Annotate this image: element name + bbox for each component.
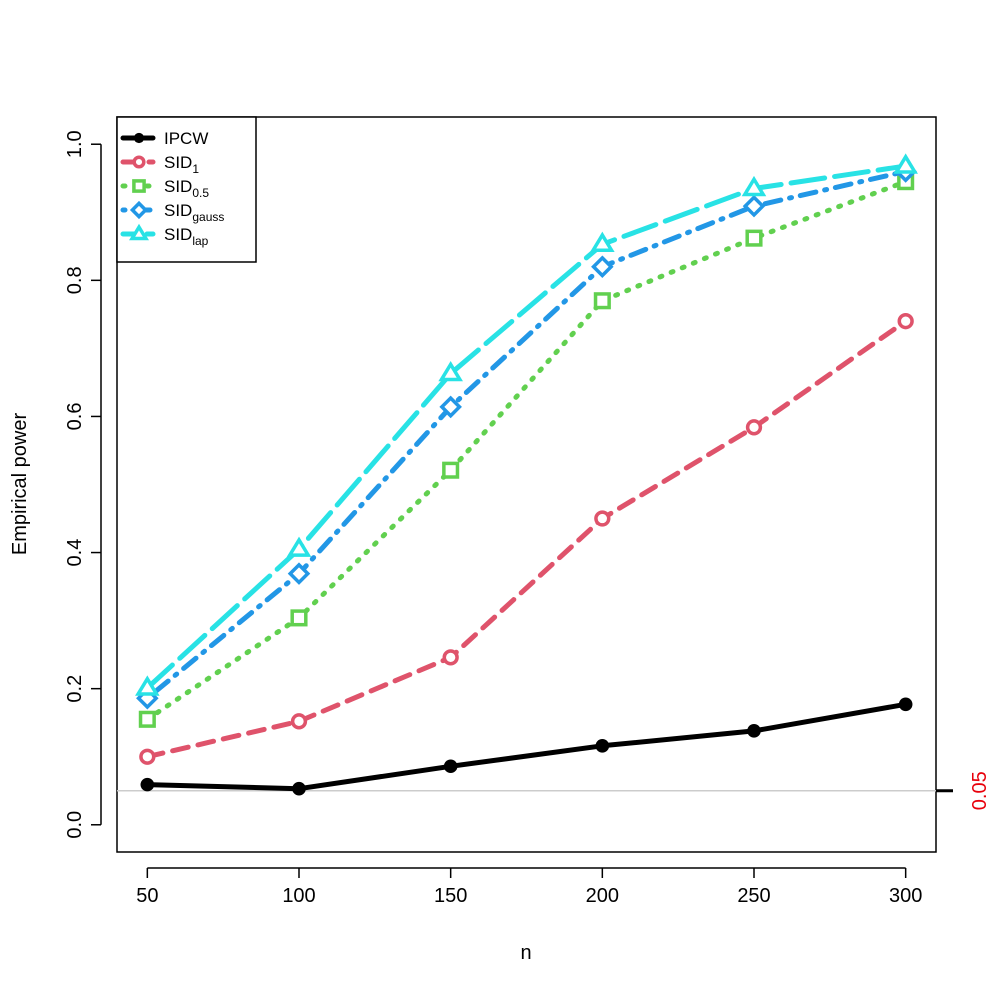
data-point <box>747 724 761 738</box>
legend-label: SIDgauss <box>164 201 224 224</box>
legend-label: SID0.5 <box>164 177 209 200</box>
legend-marker <box>133 132 145 144</box>
data-point <box>286 536 312 557</box>
x-tick-label: 250 <box>737 885 770 907</box>
legend-label: SID1 <box>164 153 199 176</box>
x-tick-label: 150 <box>434 885 467 907</box>
legend-label-base: SID <box>164 153 192 172</box>
series-line <box>144 318 909 760</box>
plot-frame <box>116 116 937 853</box>
axes-layer: 50 100 150 200 250 300 0.0 0.2 0.4 0.6 0.8 1.0 <box>64 130 922 907</box>
series-layer <box>135 153 918 796</box>
legend-label-subscript: 1 <box>192 162 199 176</box>
x-tick-label: 50 <box>136 885 158 907</box>
data-point <box>442 461 460 479</box>
series-line <box>144 701 909 792</box>
data-point <box>442 649 459 666</box>
data-point <box>292 781 306 796</box>
legend-label-base: IPCW <box>164 129 208 148</box>
data-point <box>897 313 914 330</box>
x-tick-label: 200 <box>586 885 619 907</box>
series-line <box>144 168 909 701</box>
data-point <box>591 255 614 278</box>
data-point <box>290 713 308 730</box>
y-tick-label: 0.6 <box>64 403 86 431</box>
series-ipcw <box>140 697 913 796</box>
legend-label-base: SID <box>164 225 192 244</box>
y-tick-label: 0.8 <box>64 266 86 294</box>
legend-marker <box>132 179 146 193</box>
data-point <box>745 229 763 247</box>
data-point <box>898 697 913 712</box>
y-tick-label: 0.0 <box>64 811 86 839</box>
data-point <box>439 395 462 419</box>
data-point <box>140 777 155 792</box>
y-axis-title: Empirical power <box>9 413 31 556</box>
x-tick-label: 300 <box>889 885 922 907</box>
data-point <box>590 231 615 252</box>
data-point <box>443 759 458 774</box>
data-point <box>595 739 610 753</box>
legend-label-base: SID <box>164 201 192 220</box>
data-point <box>290 609 308 627</box>
data-point <box>135 675 160 696</box>
data-point <box>287 562 311 585</box>
series-line <box>144 179 909 722</box>
legend-label-subscript: 0.5 <box>192 186 209 200</box>
series-sid-lap <box>135 153 918 696</box>
legend-label: SIDlap <box>164 225 209 248</box>
data-point <box>138 710 156 728</box>
legend-label: IPCW <box>164 129 208 148</box>
y-tick-label: 0.2 <box>64 675 86 703</box>
reference-line-label: 0.05 <box>969 771 991 810</box>
y-tick-label: 0.4 <box>64 539 86 567</box>
legend-label-subscript: lap <box>192 234 208 248</box>
legend-label-base: SID <box>164 177 192 196</box>
series-sid-1 <box>139 313 914 765</box>
data-point <box>593 292 611 310</box>
data-point <box>139 748 156 765</box>
data-point <box>893 153 918 174</box>
legend-marker <box>128 223 150 241</box>
series-line <box>144 163 909 691</box>
legend-label-subscript: gauss <box>192 210 224 224</box>
y-tick-label: 1.0 <box>64 130 86 158</box>
x-axis-title: n <box>520 942 531 964</box>
legend-marker <box>129 200 149 220</box>
data-point <box>594 510 611 527</box>
reference-layer: 0.05 <box>117 771 991 810</box>
data-point <box>438 360 463 382</box>
data-point <box>745 419 763 436</box>
data-point <box>742 194 766 218</box>
legend-marker <box>132 155 146 169</box>
data-point <box>741 175 767 197</box>
x-tick-label: 100 <box>282 885 315 907</box>
